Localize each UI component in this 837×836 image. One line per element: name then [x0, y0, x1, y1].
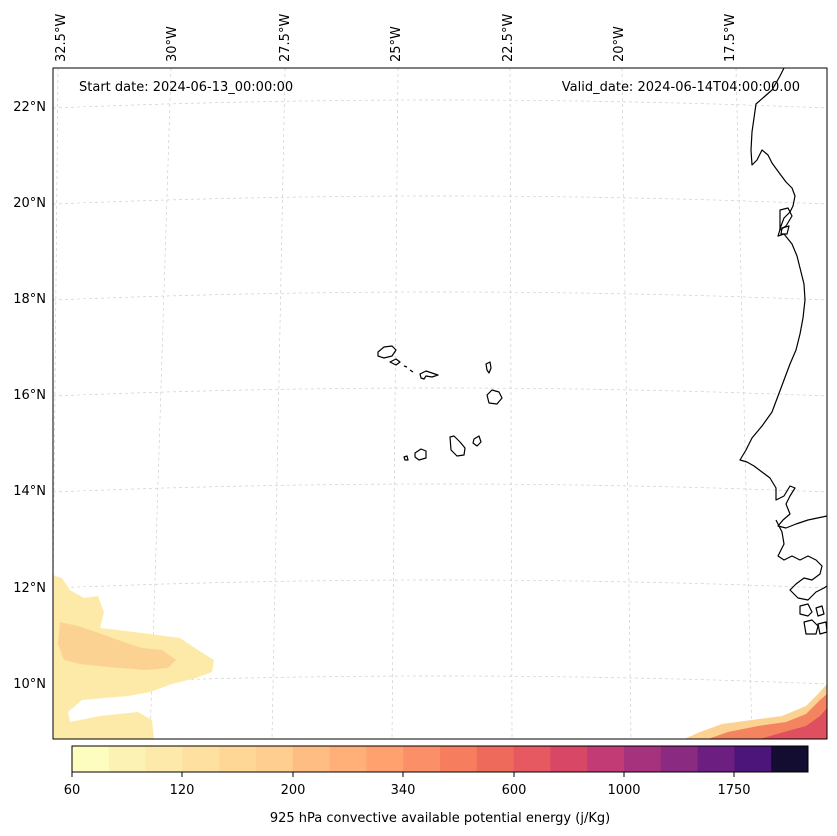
parallel-16n: [52, 387, 828, 397]
parallel-20n: [52, 195, 828, 205]
cape-contour-high: [708, 694, 827, 739]
colorbar: 60 120 200 340 600 1000 1750 925 hPa con…: [64, 745, 809, 826]
meridian-25w: [391, 67, 399, 740]
colorbar-tick-label: 1000: [607, 783, 640, 798]
meridian-27-5w: [271, 67, 286, 740]
africa-coastline: [739, 67, 828, 635]
meridian-30w: [149, 67, 172, 740]
longitude-labels: 32.5°W 30°W 27.5°W 25°W 22.5°W 20°W 17.5…: [54, 14, 738, 62]
meridian-22-5w: [509, 67, 513, 740]
lat-label: 18°N: [13, 292, 46, 307]
colorbar-frame: [71, 745, 809, 773]
colorbar-tick-label: 340: [391, 783, 416, 798]
colorbar-cell: [145, 746, 183, 772]
colorbar-cell: [440, 746, 478, 772]
island-branco: [409, 369, 414, 373]
colorbar-cell: [366, 746, 404, 772]
parallel-12n: [52, 579, 828, 589]
island-bissagos-2: [815, 605, 825, 617]
island-fogo: [414, 448, 427, 461]
graticule: [52, 67, 828, 740]
colorbar-cell: [734, 746, 772, 772]
colorbar-tick-label: 120: [170, 783, 195, 798]
colorbar-tick-label: 200: [281, 783, 306, 798]
colorbar-cell: [256, 746, 294, 772]
island-maio: [472, 435, 482, 447]
lon-label: 22.5°W: [501, 14, 516, 62]
colorbar-cell: [72, 746, 110, 772]
parallel-22n: [52, 99, 828, 109]
colorbar-tick-label: 60: [64, 783, 81, 798]
island-sao-vicente: [389, 358, 401, 366]
colorbar-cell: [219, 746, 257, 772]
island-sao-nicolau: [419, 370, 439, 380]
coast-inlet-2: [780, 225, 790, 235]
coastline-guinea-bissau: [775, 519, 828, 601]
colorbar-cell: [587, 746, 625, 772]
colorbar-cell: [660, 746, 699, 772]
map-frame: [52, 67, 828, 740]
lon-label: 25°W: [389, 26, 404, 62]
island-santo-antao: [377, 345, 397, 359]
cape-verde-islands: [377, 345, 503, 461]
lon-label: 30°W: [165, 26, 180, 62]
valid-date-label: Valid_date: 2024-06-14T04:00:00.00: [562, 80, 800, 95]
meridian-17-5w: [735, 67, 753, 740]
colorbar-cell: [329, 746, 367, 772]
colorbar-cell: [292, 746, 331, 772]
lon-label: 20°W: [612, 26, 627, 62]
colorbar-cell: [513, 746, 551, 772]
parallel-18n: [52, 291, 828, 301]
island-bissagos-3: [803, 619, 819, 635]
lon-label: 17.5°W: [723, 14, 738, 62]
colorbar-tick-label: 1750: [717, 783, 750, 798]
colorbar-cell: [550, 746, 588, 772]
colorbar-cell: [108, 746, 147, 772]
start-date-label: Start date: 2024-06-13_00:00:00: [79, 80, 293, 95]
island-boa-vista: [486, 389, 503, 405]
meridian-32-5w: [52, 67, 59, 601]
colorbar-ticks: [71, 772, 735, 777]
colorbar-cell: [771, 746, 809, 772]
parallel-14n: [52, 483, 828, 493]
coast-inlet: [779, 207, 793, 231]
island-sal: [485, 361, 492, 374]
island-santiago: [449, 435, 466, 457]
map-background: [53, 68, 827, 739]
cape-contour-mid: [58, 622, 176, 670]
lon-label: 27.5°W: [278, 14, 293, 62]
lat-label: 22°N: [13, 100, 46, 115]
cape-contour-peak: [760, 708, 827, 739]
colorbar-tick-label: 600: [502, 783, 527, 798]
lat-label: 20°N: [13, 196, 46, 211]
colorbar-cell: [697, 746, 735, 772]
latitude-labels: 22°N 20°N 18°N 16°N 14°N 12°N 10°N: [13, 100, 46, 692]
island-bissagos-1: [799, 603, 813, 617]
lat-label: 10°N: [13, 677, 46, 692]
meridian-20w: [621, 67, 632, 740]
island-brava: [403, 455, 409, 461]
lat-label: 16°N: [13, 388, 46, 403]
colorbar-cell: [476, 746, 515, 772]
colorbar-cell: [182, 746, 220, 772]
lat-label: 14°N: [13, 484, 46, 499]
cape-field-southwest: [53, 575, 214, 739]
colorbar-cell: [403, 746, 441, 772]
colorbar-cell: [624, 746, 662, 772]
lat-label: 12°N: [13, 581, 46, 596]
cape-field-southeast: [684, 684, 827, 739]
island-santa-luzia: [403, 365, 408, 368]
lon-label: 32.5°W: [54, 14, 69, 62]
colorbar-cells: [72, 746, 809, 772]
colorbar-title: 925 hPa convective available potential e…: [270, 811, 610, 826]
coastline-mainland: [739, 67, 828, 529]
